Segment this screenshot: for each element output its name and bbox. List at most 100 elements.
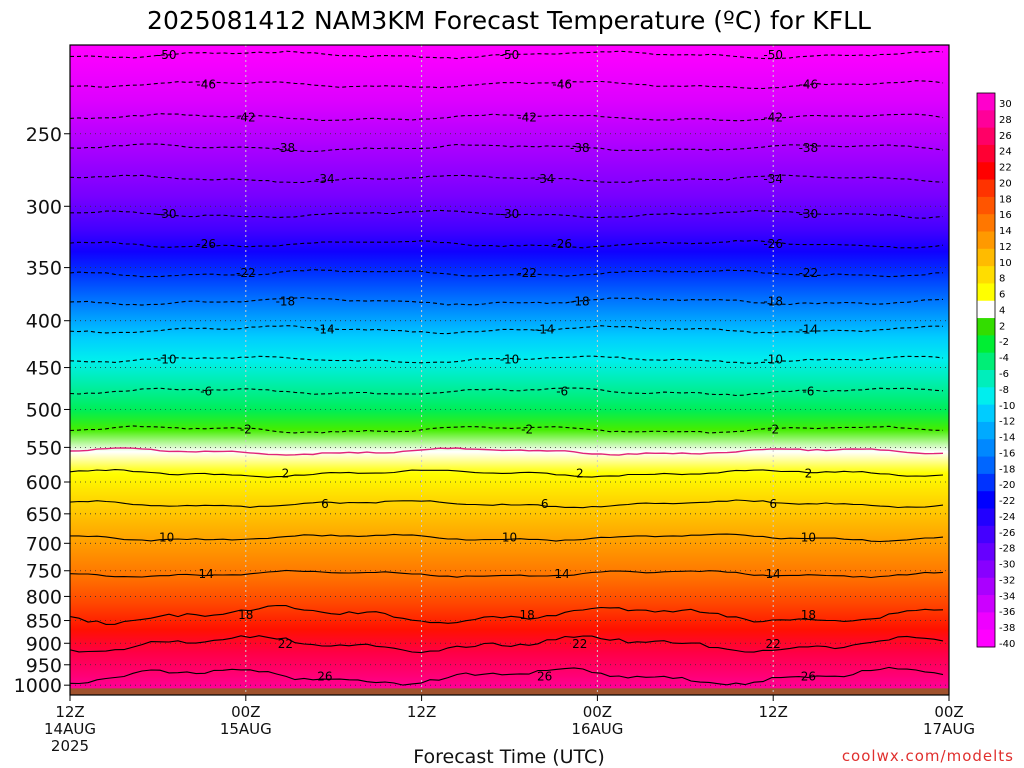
isotherm-line (70, 469, 944, 478)
y-tick-label: 300 (26, 196, 62, 218)
plot-area: -50 -50 -50 -46 -46 -46 -42 -42 -42 -38 -38 -38 -34 -… (70, 45, 949, 695)
x-tick-label: 15AUG (220, 720, 272, 738)
colorbar-swatch (977, 577, 995, 596)
contour-label: 10 (801, 531, 816, 545)
contour-label: -14 (535, 323, 555, 337)
colorbar-swatch (977, 508, 995, 527)
contour-label: -2 (240, 423, 252, 437)
colorbar-label: 20 (999, 178, 1012, 189)
y-tick-label: 400 (26, 311, 62, 333)
y-tick-label: 900 (26, 633, 62, 655)
contour-label: 18 (238, 608, 253, 622)
x-tick-label: 00Z (231, 703, 260, 721)
x-tick-label: 12Z (759, 703, 788, 721)
contour-label: 14 (555, 567, 570, 581)
colorbar-label: -4 (999, 353, 1009, 364)
colorbar-label: -34 (999, 591, 1015, 602)
colorbar-swatch (977, 404, 995, 423)
contour-label: -18 (570, 294, 590, 308)
colorbar-label: 14 (999, 226, 1012, 237)
contour-label: 6 (541, 497, 549, 511)
isotherm-line (70, 143, 944, 153)
colorbar-swatch (977, 335, 995, 354)
contour-label: -46 (552, 78, 572, 92)
colorbar-swatch (977, 491, 995, 509)
contour-label: -2 (767, 423, 779, 437)
contour-label: 2 (805, 466, 813, 480)
colorbar-label: -38 (999, 623, 1015, 634)
contour-label: -14 (315, 323, 335, 337)
contour-label: -38 (570, 141, 590, 155)
colorbar-swatch (977, 127, 995, 146)
colorbar-swatch (977, 595, 995, 613)
contour-label: 22 (278, 637, 293, 651)
contour-label: -34 (315, 172, 335, 186)
contour-label: -22 (799, 266, 819, 280)
isotherm-line (70, 209, 944, 219)
isotherm-line (70, 174, 944, 184)
colorbar-label: -8 (999, 385, 1009, 396)
x-tick-label: 2025 (51, 737, 89, 755)
contour-label: 14 (199, 567, 214, 581)
colorbar-label: -6 (999, 369, 1009, 380)
colorbar-label: -36 (999, 607, 1015, 618)
isotherm-line (70, 499, 944, 509)
isotherm-line (70, 80, 944, 90)
isotherm-line (70, 604, 944, 625)
x-tick-label: 00Z (934, 703, 963, 721)
colorbar-swatch (977, 179, 995, 198)
contour-label: -30 (799, 207, 819, 221)
x-tick-label: 14AUG (44, 720, 96, 738)
colorbar-label: -12 (999, 417, 1015, 428)
temperature-bands (70, 45, 949, 695)
colorbar-swatch (977, 110, 995, 129)
y-tick-label: 500 (26, 399, 62, 421)
colorbar-label: -14 (999, 433, 1015, 444)
contour-label: 10 (502, 531, 517, 545)
ground-surface (70, 688, 949, 695)
contour-label: 14 (766, 567, 781, 581)
colorbar-swatch (977, 162, 995, 181)
colorbar-label: -26 (999, 528, 1015, 539)
y-tick-label: 650 (26, 504, 62, 526)
colorbar-swatch (977, 266, 995, 284)
colorbar-label: 16 (999, 210, 1012, 221)
isotherm-line (70, 635, 944, 654)
contour-label: 6 (769, 497, 777, 511)
colorbar-label: 28 (999, 115, 1012, 126)
colorbar-label: 6 (999, 290, 1005, 301)
contour-label: -50 (500, 48, 520, 62)
colorbar-swatch (977, 300, 995, 319)
colorbar-swatch (977, 214, 995, 232)
x-tick-label: 00Z (583, 703, 612, 721)
y-tick-label: 350 (26, 258, 62, 280)
contour-label: -2 (521, 423, 533, 437)
contour-labels: -50 -50 -50 -46 -46 -46 -42 -42 -42 -38 -38 -38 -34 -… (157, 48, 819, 683)
freezing-line (70, 447, 944, 456)
contour-label: -42 (517, 111, 537, 125)
contour-label: -22 (236, 266, 256, 280)
contour-label: -50 (157, 48, 177, 62)
y-tick-label: 750 (26, 561, 62, 583)
colorbar-label: -22 (999, 496, 1015, 507)
y-tick-label: 1000 (14, 675, 62, 697)
x-tick-label: 12Z (407, 703, 436, 721)
contour-label: 2 (282, 466, 290, 480)
chart-title: 2025081412 NAM3KM Forecast Temperature (… (147, 6, 871, 35)
colorbar-swatch (977, 560, 995, 579)
x-tick-label: 16AUG (571, 720, 623, 738)
contour-label: 26 (317, 669, 332, 683)
colorbar-label: -10 (999, 401, 1015, 412)
contour-label: 18 (801, 608, 816, 622)
isotherm-line (70, 425, 943, 434)
colorbar-swatch (977, 612, 995, 631)
contour-label: -38 (799, 141, 819, 155)
colorbar-swatch (977, 421, 995, 440)
contour-label: -14 (799, 323, 819, 337)
colorbar-label: -24 (999, 512, 1015, 523)
colorbar-swatch (977, 318, 995, 336)
contour-label: -42 (763, 111, 783, 125)
contour-label: -42 (236, 111, 256, 125)
contour-label: 6 (321, 497, 329, 511)
